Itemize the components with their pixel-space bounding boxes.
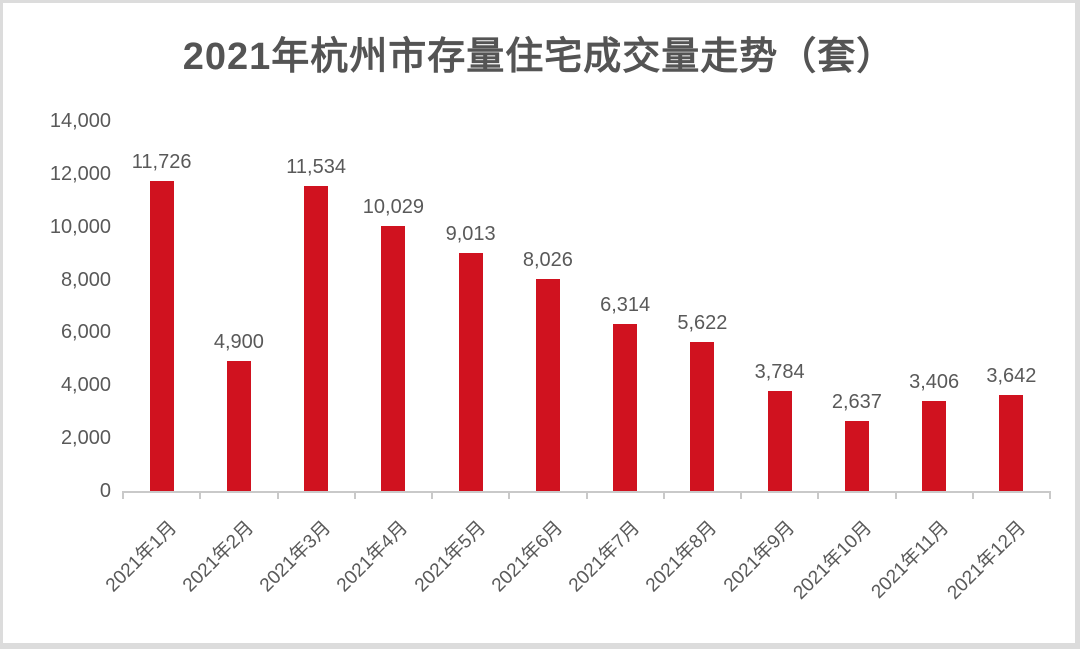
y-tick-label: 6,000 (60, 321, 111, 344)
y-tick-label: 4,000 (60, 374, 111, 397)
bar (458, 253, 483, 491)
bar (922, 401, 947, 491)
bar (999, 395, 1024, 491)
bar-value-label: 8,026 (522, 249, 573, 271)
x-axis-tick-mark (1049, 491, 1051, 499)
bar-value-label: 5,622 (677, 312, 728, 334)
bar (149, 181, 174, 491)
bar-value-label: 6,314 (600, 294, 651, 316)
bar (535, 279, 560, 491)
chart-title: 2021年杭州市存量住宅成交量走势（套） (182, 36, 896, 78)
x-axis-tick-mark (122, 491, 124, 499)
bar-value-label: 3,784 (754, 361, 805, 383)
y-tick-label: 10,000 (49, 215, 111, 238)
bar (304, 186, 329, 491)
x-axis-tick-mark (971, 491, 974, 499)
bar-value-label: 3,642 (986, 365, 1037, 387)
x-axis-tick-mark (276, 491, 279, 499)
bar-value-label: 11,726 (131, 151, 192, 173)
y-tick-label: 0 (99, 480, 111, 502)
x-axis-tick-mark (740, 491, 742, 499)
bar-chart-plot-area: 14,000 12,000 10,000 8,000 6,000 4,000 2,000 0 1… (3, 3, 1075, 643)
bar-value-label: 3,406 (909, 371, 960, 393)
x-axis-tick-mark (817, 491, 820, 499)
y-tick-label: 2,000 (60, 427, 111, 450)
x-axis-tick-mark (199, 491, 202, 499)
bar-value-label: 10,029 (362, 196, 424, 218)
x-axis-tick-mark (353, 491, 356, 499)
x-axis-tick-mark (431, 491, 433, 499)
x-axis-tick-mark (894, 491, 897, 499)
y-tick-label: 12,000 (49, 162, 111, 185)
bar (767, 391, 792, 491)
x-axis-tick-mark (508, 491, 511, 499)
x-axis-tick-mark (662, 491, 665, 499)
bar (690, 342, 715, 491)
bar (381, 226, 406, 491)
bar (844, 421, 869, 491)
bar-value-label: 9,013 (445, 223, 496, 245)
x-axis-tick-mark (585, 491, 588, 499)
bar (613, 324, 638, 491)
bar (226, 361, 251, 491)
y-tick-label: 14,000 (49, 110, 111, 132)
bar-value-label: 11,534 (286, 156, 346, 178)
bar-value-label: 4,900 (213, 331, 264, 353)
bar-value-label: 2,637 (831, 391, 882, 413)
y-tick-label: 8,000 (60, 268, 111, 291)
